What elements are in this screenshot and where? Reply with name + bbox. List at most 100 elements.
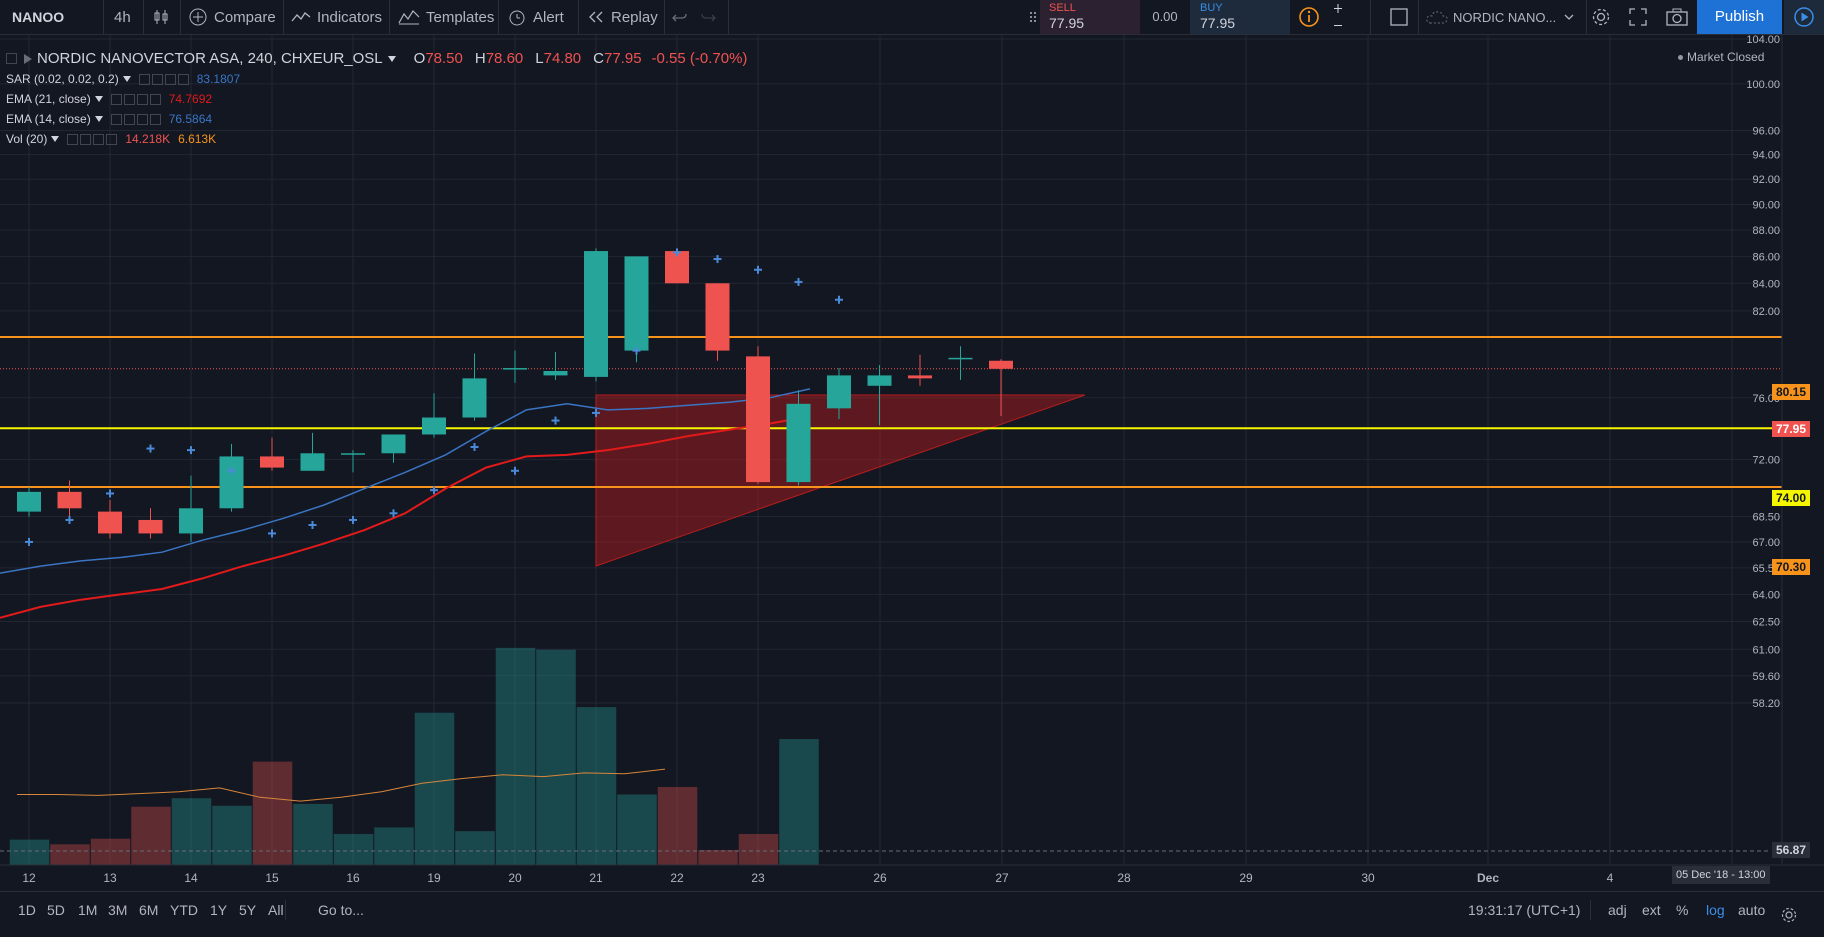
range-button-ytd[interactable]: YTD — [170, 902, 198, 918]
collapse-legend-icon[interactable] — [6, 53, 17, 64]
candle-body — [381, 434, 406, 454]
symbol-label: NANOO — [12, 9, 65, 25]
gear-icon — [1781, 907, 1797, 923]
level-high-tag: 80.15 — [1771, 384, 1810, 400]
candle-body — [705, 283, 730, 351]
bottom-toolbar: 1D 5D 1M 3M 6M YTD 1Y 5Y All Go to... 19:31:17 (… — [0, 891, 1824, 928]
time-tick-label: 14 — [184, 871, 198, 885]
price-tick-label: 94.00 — [1752, 150, 1780, 162]
candle-body — [341, 453, 365, 455]
high-value: 78.60 — [485, 50, 524, 67]
time-tick-label: 16 — [346, 871, 360, 885]
square-icon — [1390, 8, 1408, 26]
range-button-3m[interactable]: 3M — [108, 902, 128, 918]
interval-button[interactable]: 4h — [114, 0, 131, 34]
time-tick-label: 15 — [265, 871, 279, 885]
percent-toggle[interactable]: % — [1676, 902, 1689, 918]
replay-play-button[interactable] — [1784, 0, 1824, 34]
ema14-label: EMA (14, close) — [6, 112, 91, 126]
adj-toggle[interactable]: adj — [1608, 902, 1627, 918]
goto-button[interactable]: Go to... — [318, 902, 364, 918]
price-tick-label: 86.00 — [1752, 251, 1780, 263]
replay-label: Replay — [611, 8, 658, 26]
ext-toggle[interactable]: ext — [1642, 902, 1661, 918]
trade-panel-handle[interactable] — [1028, 0, 1038, 34]
indicators-label: Indicators — [317, 8, 383, 26]
alert-button[interactable]: Alert — [507, 0, 564, 34]
chevron-down-icon — [51, 136, 60, 142]
price-tick-label: 84.00 — [1752, 278, 1780, 290]
horizontal-levels — [0, 335, 1782, 488]
quantity-increase-button[interactable] — [1328, 0, 1348, 17]
gear-icon — [1592, 8, 1610, 26]
volume-bar — [657, 786, 698, 865]
volume-legend[interactable]: Vol (20) 14.218K 6.613K — [6, 132, 216, 146]
ema21-line — [0, 415, 811, 619]
range-button-1y[interactable]: 1Y — [210, 902, 228, 918]
range-button-all[interactable]: All — [268, 902, 284, 918]
templates-label: Templates — [426, 8, 495, 26]
fullscreen-button[interactable] — [1628, 7, 1648, 27]
redo-button[interactable] — [700, 0, 716, 34]
chart-settings-button[interactable] — [1780, 901, 1798, 923]
vol-value: 14.218K — [125, 132, 171, 146]
auto-toggle[interactable]: auto — [1738, 902, 1766, 918]
volume-bar — [333, 833, 374, 865]
candlesticks — [17, 248, 1013, 542]
range-button-6m[interactable]: 6M — [139, 902, 159, 918]
vol-ma-value: 6.613K — [178, 132, 217, 146]
range-button-5y[interactable]: 5Y — [239, 902, 257, 918]
time-tick-label: 26 — [873, 871, 887, 885]
info-button[interactable] — [1298, 6, 1320, 28]
sar-legend[interactable]: SAR (0.02, 0.02, 0.2) 83.1807 — [6, 72, 240, 86]
low-label: L — [535, 50, 544, 67]
volume-bar — [374, 827, 414, 865]
sell-price: 77.95 — [1049, 15, 1085, 31]
ema14-legend[interactable]: EMA (14, close) 76.5864 — [6, 112, 212, 126]
buy-button[interactable]: BUY 77.95 — [1190, 0, 1290, 34]
candle-style-button[interactable] — [152, 0, 170, 34]
quantity-decrease-button[interactable] — [1328, 17, 1348, 34]
candle-body — [786, 403, 811, 483]
range-button-1m[interactable]: 1M — [78, 902, 98, 918]
buy-price: 77.95 — [1200, 15, 1236, 31]
plus-icon — [1334, 4, 1342, 13]
main-legend: NORDIC NANOVECTOR ASA, 240, CHXEUR_OSL O… — [6, 50, 747, 67]
log-toggle[interactable]: log — [1706, 902, 1725, 918]
snapshot-button[interactable] — [1666, 7, 1688, 27]
symbol-search[interactable]: NANOO — [12, 0, 64, 34]
legend-title[interactable]: NORDIC NANOVECTOR ASA, 240, CHXEUR_OSL — [37, 50, 383, 67]
ema14-value: 76.5864 — [168, 112, 213, 126]
compare-button[interactable]: Compare — [188, 0, 276, 34]
volume-bar — [576, 707, 617, 865]
symbol-flag-icon — [24, 53, 32, 64]
time-axis: 12 13 14 15 16 19 20 21 22 23 26 27 28 29 30 Dec 4 — [22, 871, 1613, 885]
sell-button[interactable]: SELL 77.95 — [1040, 0, 1140, 34]
time-tick-label: 20 — [508, 871, 522, 885]
range-button-1d[interactable]: 1D — [18, 902, 36, 918]
volume-bar — [9, 839, 50, 865]
ema21-legend[interactable]: EMA (21, close) 74.7692 — [6, 92, 212, 106]
open-value: 78.50 — [425, 50, 463, 67]
price-chart[interactable]: 104.00 100.00 96.00 94.00 92.00 90.00 88.00 86.… — [0, 35, 1824, 891]
indicators-button[interactable]: Indicators — [291, 0, 382, 34]
chevron-down-icon — [1564, 14, 1574, 20]
market-status: Market Closed — [1678, 50, 1764, 64]
settings-button[interactable] — [1590, 6, 1612, 28]
replay-button[interactable]: Replay — [587, 0, 658, 34]
buy-label: BUY — [1200, 2, 1223, 14]
undo-button[interactable] — [672, 0, 688, 34]
candle-body — [98, 511, 122, 534]
price-tick-label: 72.00 — [1752, 455, 1780, 467]
volume-bar — [414, 712, 455, 865]
candle-body — [260, 456, 284, 468]
templates-button[interactable]: Templates — [398, 0, 494, 34]
candle-body — [746, 356, 770, 483]
fullscreen-chart-button[interactable] — [1390, 8, 1408, 26]
layout-menu[interactable]: NORDIC NANO... — [1425, 0, 1574, 34]
publish-button[interactable]: Publish — [1697, 0, 1782, 34]
candle-body — [989, 360, 1013, 369]
rewind-icon — [589, 11, 603, 23]
price-tick-label: 59.60 — [1752, 671, 1780, 683]
range-button-5d[interactable]: 5D — [47, 902, 65, 918]
